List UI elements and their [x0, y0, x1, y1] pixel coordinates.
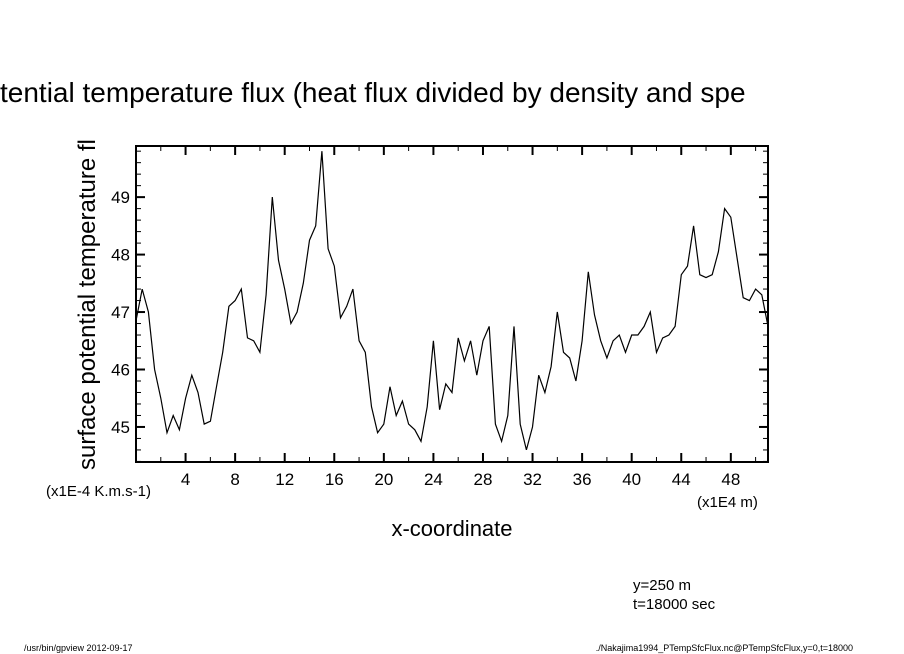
- x-tick-label: 28: [474, 470, 493, 489]
- y-tick-label: 49: [111, 188, 130, 207]
- chart-title: tential temperature flux (heat flux divi…: [0, 77, 746, 108]
- footer-left: /usr/bin/gpview 2012-09-17: [24, 643, 133, 653]
- x-tick-label: 24: [424, 470, 443, 489]
- x-tick-label: 40: [622, 470, 641, 489]
- y-axis-label: surface potential temperature fl: [74, 139, 101, 470]
- footer-right: ./Nakajima1994_PTempSfcFlux.nc@PTempSfcF…: [596, 643, 853, 653]
- y-tick-label: 48: [111, 246, 130, 265]
- x-tick-label: 20: [374, 470, 393, 489]
- x-tick-label: 12: [275, 470, 294, 489]
- y-tick-label: 46: [111, 360, 130, 379]
- annotation-t: t=18000 sec: [633, 596, 716, 613]
- series-line: [135, 151, 769, 451]
- y-units-label: (x1E-4 K.m.s-1): [46, 483, 151, 500]
- x-tick-label: 8: [230, 470, 239, 489]
- x-tick-label: 36: [573, 470, 592, 489]
- x-tick-label: 48: [721, 470, 740, 489]
- x-tick-label: 44: [672, 470, 691, 489]
- y-tick-label: 45: [111, 418, 130, 437]
- x-tick-label: 32: [523, 470, 542, 489]
- plot-area: [135, 145, 769, 463]
- plot-frame: [135, 145, 769, 463]
- x-tick-label: 4: [181, 470, 190, 489]
- annotation-y: y=250 m: [633, 577, 691, 594]
- y-tick-label: 47: [111, 303, 130, 322]
- x-tick-label: 16: [325, 470, 344, 489]
- x-axis-label: x-coordinate: [391, 516, 512, 541]
- x-units-label: (x1E4 m): [697, 494, 758, 511]
- axis-ticks: [136, 146, 768, 462]
